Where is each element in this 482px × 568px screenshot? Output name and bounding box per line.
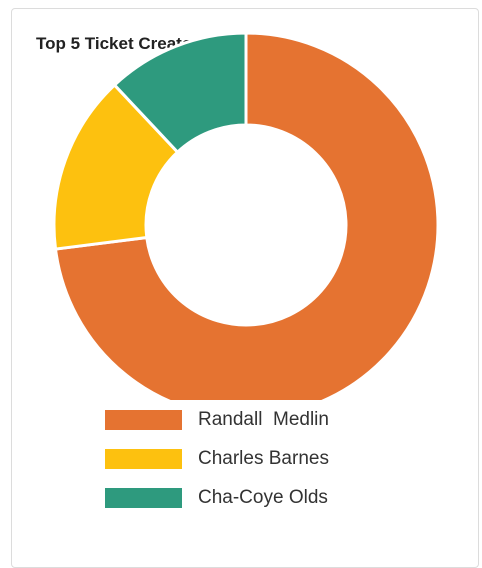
legend-item-randall-medlin[interactable]: Randall Medlin — [105, 400, 329, 439]
legend-swatch-randall-medlin — [105, 409, 182, 430]
legend-label-charles-barnes: Charles Barnes — [198, 447, 329, 469]
legend-item-charles-barnes[interactable]: Charles Barnes — [105, 439, 329, 478]
legend-item-cha-coye-olds[interactable]: Cha-Coye Olds — [105, 478, 329, 517]
slice-cha-coye-olds[interactable] — [112, 31, 248, 155]
chart-title: Top 5 Ticket Creators — [36, 34, 209, 53]
legend-swatch-cha-coye-olds — [105, 487, 182, 508]
chart-legend: Randall Medlin Charles Barnes Cha-Coye O… — [105, 400, 329, 517]
legend-swatch-charles-barnes — [105, 448, 182, 469]
slice-randall-medlin[interactable] — [53, 31, 440, 400]
legend-label-cha-coye-olds: Cha-Coye Olds — [198, 486, 328, 508]
donut-chart — [52, 31, 440, 400]
legend-label-randall-medlin: Randall Medlin — [198, 408, 329, 430]
